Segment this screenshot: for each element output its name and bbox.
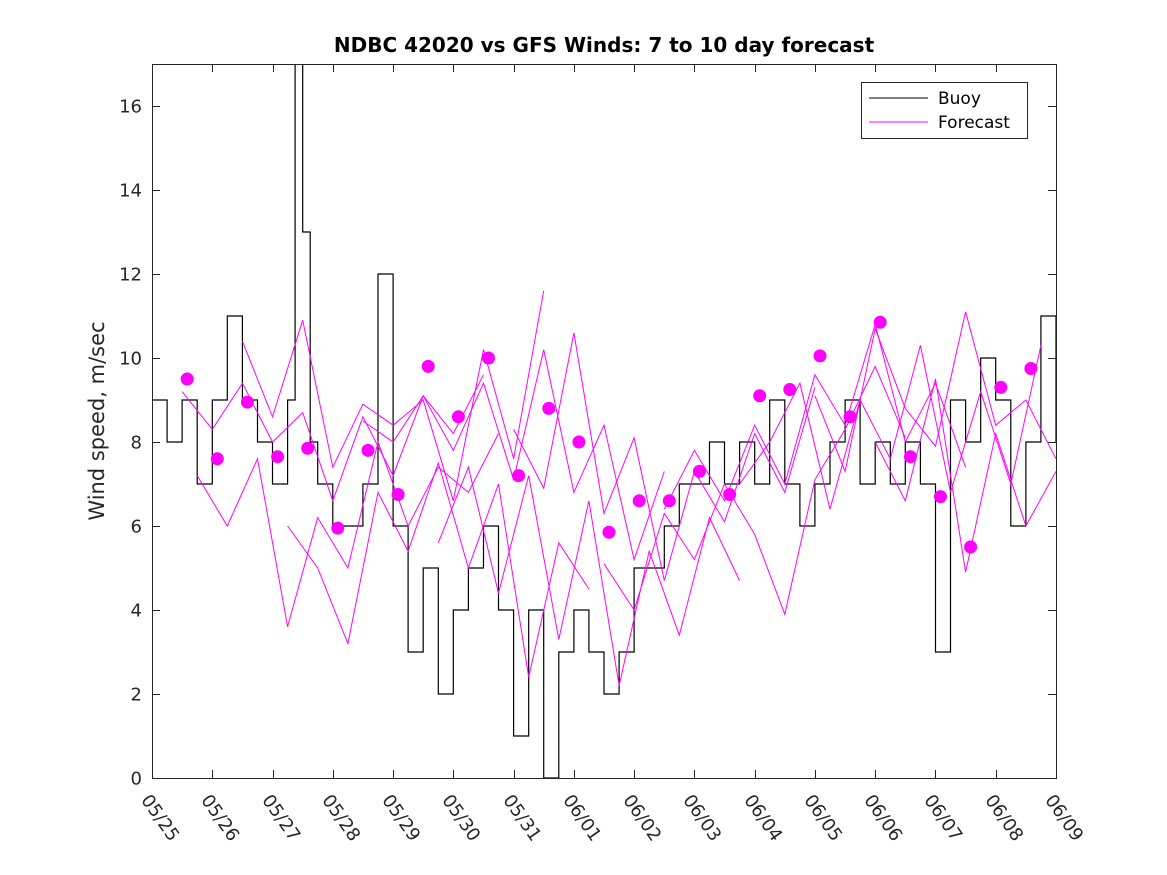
forecast-point xyxy=(753,389,767,403)
y-tick-label: 12 xyxy=(119,265,142,286)
forecast-line-3 xyxy=(196,433,499,627)
forecast-point xyxy=(903,450,917,464)
x-tick-label: 05/27 xyxy=(257,791,304,846)
y-tick-label: 6 xyxy=(131,517,142,538)
x-tick-label: 06/06 xyxy=(859,791,906,846)
forecast-point xyxy=(1024,362,1038,375)
x-tick-label: 05/28 xyxy=(317,791,364,846)
y-tick-label: 10 xyxy=(119,349,142,370)
forecast-point xyxy=(692,464,706,478)
forecast-line-4 xyxy=(241,290,545,501)
forecast-point xyxy=(632,494,646,508)
forecast-point xyxy=(512,469,526,483)
y-tick-label: 2 xyxy=(131,685,142,706)
forecast-point xyxy=(662,494,676,508)
axes-box xyxy=(152,64,1057,779)
y-tick-label: 0 xyxy=(131,769,142,790)
forecast-point xyxy=(572,435,586,449)
forecast-line-12 xyxy=(814,311,1056,474)
forecast-point xyxy=(934,490,947,504)
y-tick-label: 16 xyxy=(119,97,142,118)
y-tick-label: 4 xyxy=(131,601,142,622)
x-tick-label: 05/30 xyxy=(437,791,484,846)
x-tick-label: 06/01 xyxy=(558,791,605,846)
x-tick-label: 06/07 xyxy=(919,791,966,846)
forecast-point xyxy=(361,443,375,457)
forecast-point xyxy=(843,410,857,424)
forecast-point xyxy=(240,395,254,409)
x-tick-label: 05/25 xyxy=(136,791,183,846)
chart-title: NDBC 42020 vs GFS Winds: 7 to 10 day for… xyxy=(334,33,875,57)
forecast-line-8 xyxy=(513,332,816,581)
x-tick-label: 06/05 xyxy=(799,791,846,846)
x-tick-label: 06/02 xyxy=(618,791,665,846)
legend-label-forecast: Forecast xyxy=(938,113,1010,133)
forecast-point xyxy=(813,349,827,363)
forecast-line-7 xyxy=(437,465,741,686)
x-tick-label: 06/03 xyxy=(678,791,725,846)
forecast-line-13 xyxy=(874,378,1056,573)
x-tick-label: 05/26 xyxy=(196,791,243,846)
y-axis-label: Wind speed, m/sec xyxy=(85,321,109,520)
legend: Buoy Forecast xyxy=(861,82,1028,139)
y-tick-label: 14 xyxy=(119,181,142,202)
legend-label-buoy: Buoy xyxy=(938,89,981,109)
forecast-line-9 xyxy=(603,365,906,616)
forecast-point xyxy=(723,488,737,501)
forecast-point xyxy=(873,315,887,329)
forecast-point xyxy=(542,401,556,415)
forecast-line-10 xyxy=(663,322,967,510)
forecast-point xyxy=(783,383,797,396)
forecast-point xyxy=(964,540,978,554)
x-tick-label: 06/04 xyxy=(739,791,786,846)
forecast-line-6 xyxy=(362,349,665,562)
plot-area xyxy=(152,64,1056,778)
forecast-point xyxy=(180,372,194,386)
x-tick-label: 05/29 xyxy=(377,791,424,846)
y-axis: 0 2 4 6 8 10 12 14 16 xyxy=(119,97,1056,790)
forecast-point xyxy=(271,450,285,464)
forecast-point xyxy=(482,351,495,365)
forecast-line-2 xyxy=(181,374,484,503)
forecast-point xyxy=(602,525,616,539)
forecast-point xyxy=(331,521,345,535)
forecast-point xyxy=(210,452,224,466)
forecast-point xyxy=(301,441,315,455)
buoy-line xyxy=(152,64,1056,778)
forecast-line-5 xyxy=(287,461,590,678)
x-tick-label: 06/09 xyxy=(1040,791,1087,846)
y-tick-label: 8 xyxy=(131,433,142,454)
legend-box xyxy=(861,82,1028,139)
forecast-point xyxy=(391,488,405,501)
x-tick-label: 06/08 xyxy=(980,791,1027,846)
forecast-point xyxy=(994,380,1008,394)
forecast-point xyxy=(451,410,465,424)
forecast-point xyxy=(421,359,435,373)
forecast-line-11 xyxy=(739,345,1042,510)
x-tick-label: 05/31 xyxy=(498,791,545,846)
